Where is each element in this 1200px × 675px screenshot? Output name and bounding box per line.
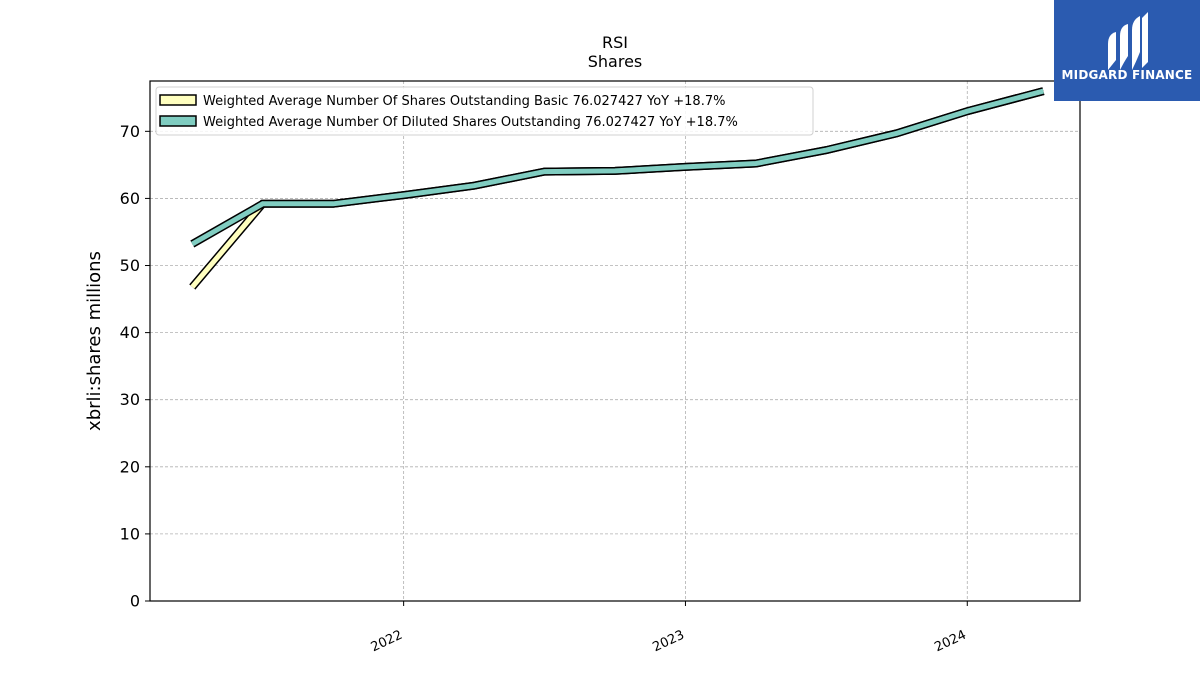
y-axis: 0 10 20 30 40 50 60 70 (120, 122, 150, 611)
x-tick-label: 2024 (932, 628, 968, 656)
legend-entry: Weighted Average Number Of Shares Outsta… (203, 94, 725, 109)
x-tick-label: 2022 (369, 628, 405, 656)
x-axis: 2022 2023 2024 (369, 601, 969, 655)
logo-text: MIDGARD FINANCE (1061, 68, 1193, 82)
series-2 (190, 87, 1045, 248)
legend-swatch (159, 115, 197, 127)
y-tick-label: 50 (120, 256, 140, 275)
midgard-logo-icon (1108, 12, 1148, 70)
y-tick-label: 30 (120, 390, 140, 409)
legend-swatch (159, 94, 197, 106)
y-tick-label: 40 (120, 323, 140, 342)
y-tick-label: 0 (130, 592, 140, 611)
series-layer (189, 87, 1045, 290)
legend-box (155, 86, 814, 136)
y-tick-label: 70 (120, 122, 140, 141)
y-tick-label: 10 (120, 524, 140, 543)
chart-subtitle: Shares (588, 52, 643, 71)
y-tick-label: 60 (120, 189, 140, 208)
legend: Weighted Average Number Of Shares Outsta… (155, 86, 814, 136)
chart-title: RSI (602, 33, 628, 52)
y-axis-label: xbrli:shares millions (84, 251, 105, 431)
legend-entry: Weighted Average Number Of Diluted Share… (203, 115, 738, 130)
x-tick-label: 2023 (650, 628, 686, 656)
grid (150, 81, 1080, 601)
series-line (191, 88, 1045, 247)
midgard-finance-logo: MIDGARD FINANCE (1054, 0, 1200, 101)
y-tick-label: 20 (120, 457, 140, 476)
plot-frame (149, 80, 1081, 602)
